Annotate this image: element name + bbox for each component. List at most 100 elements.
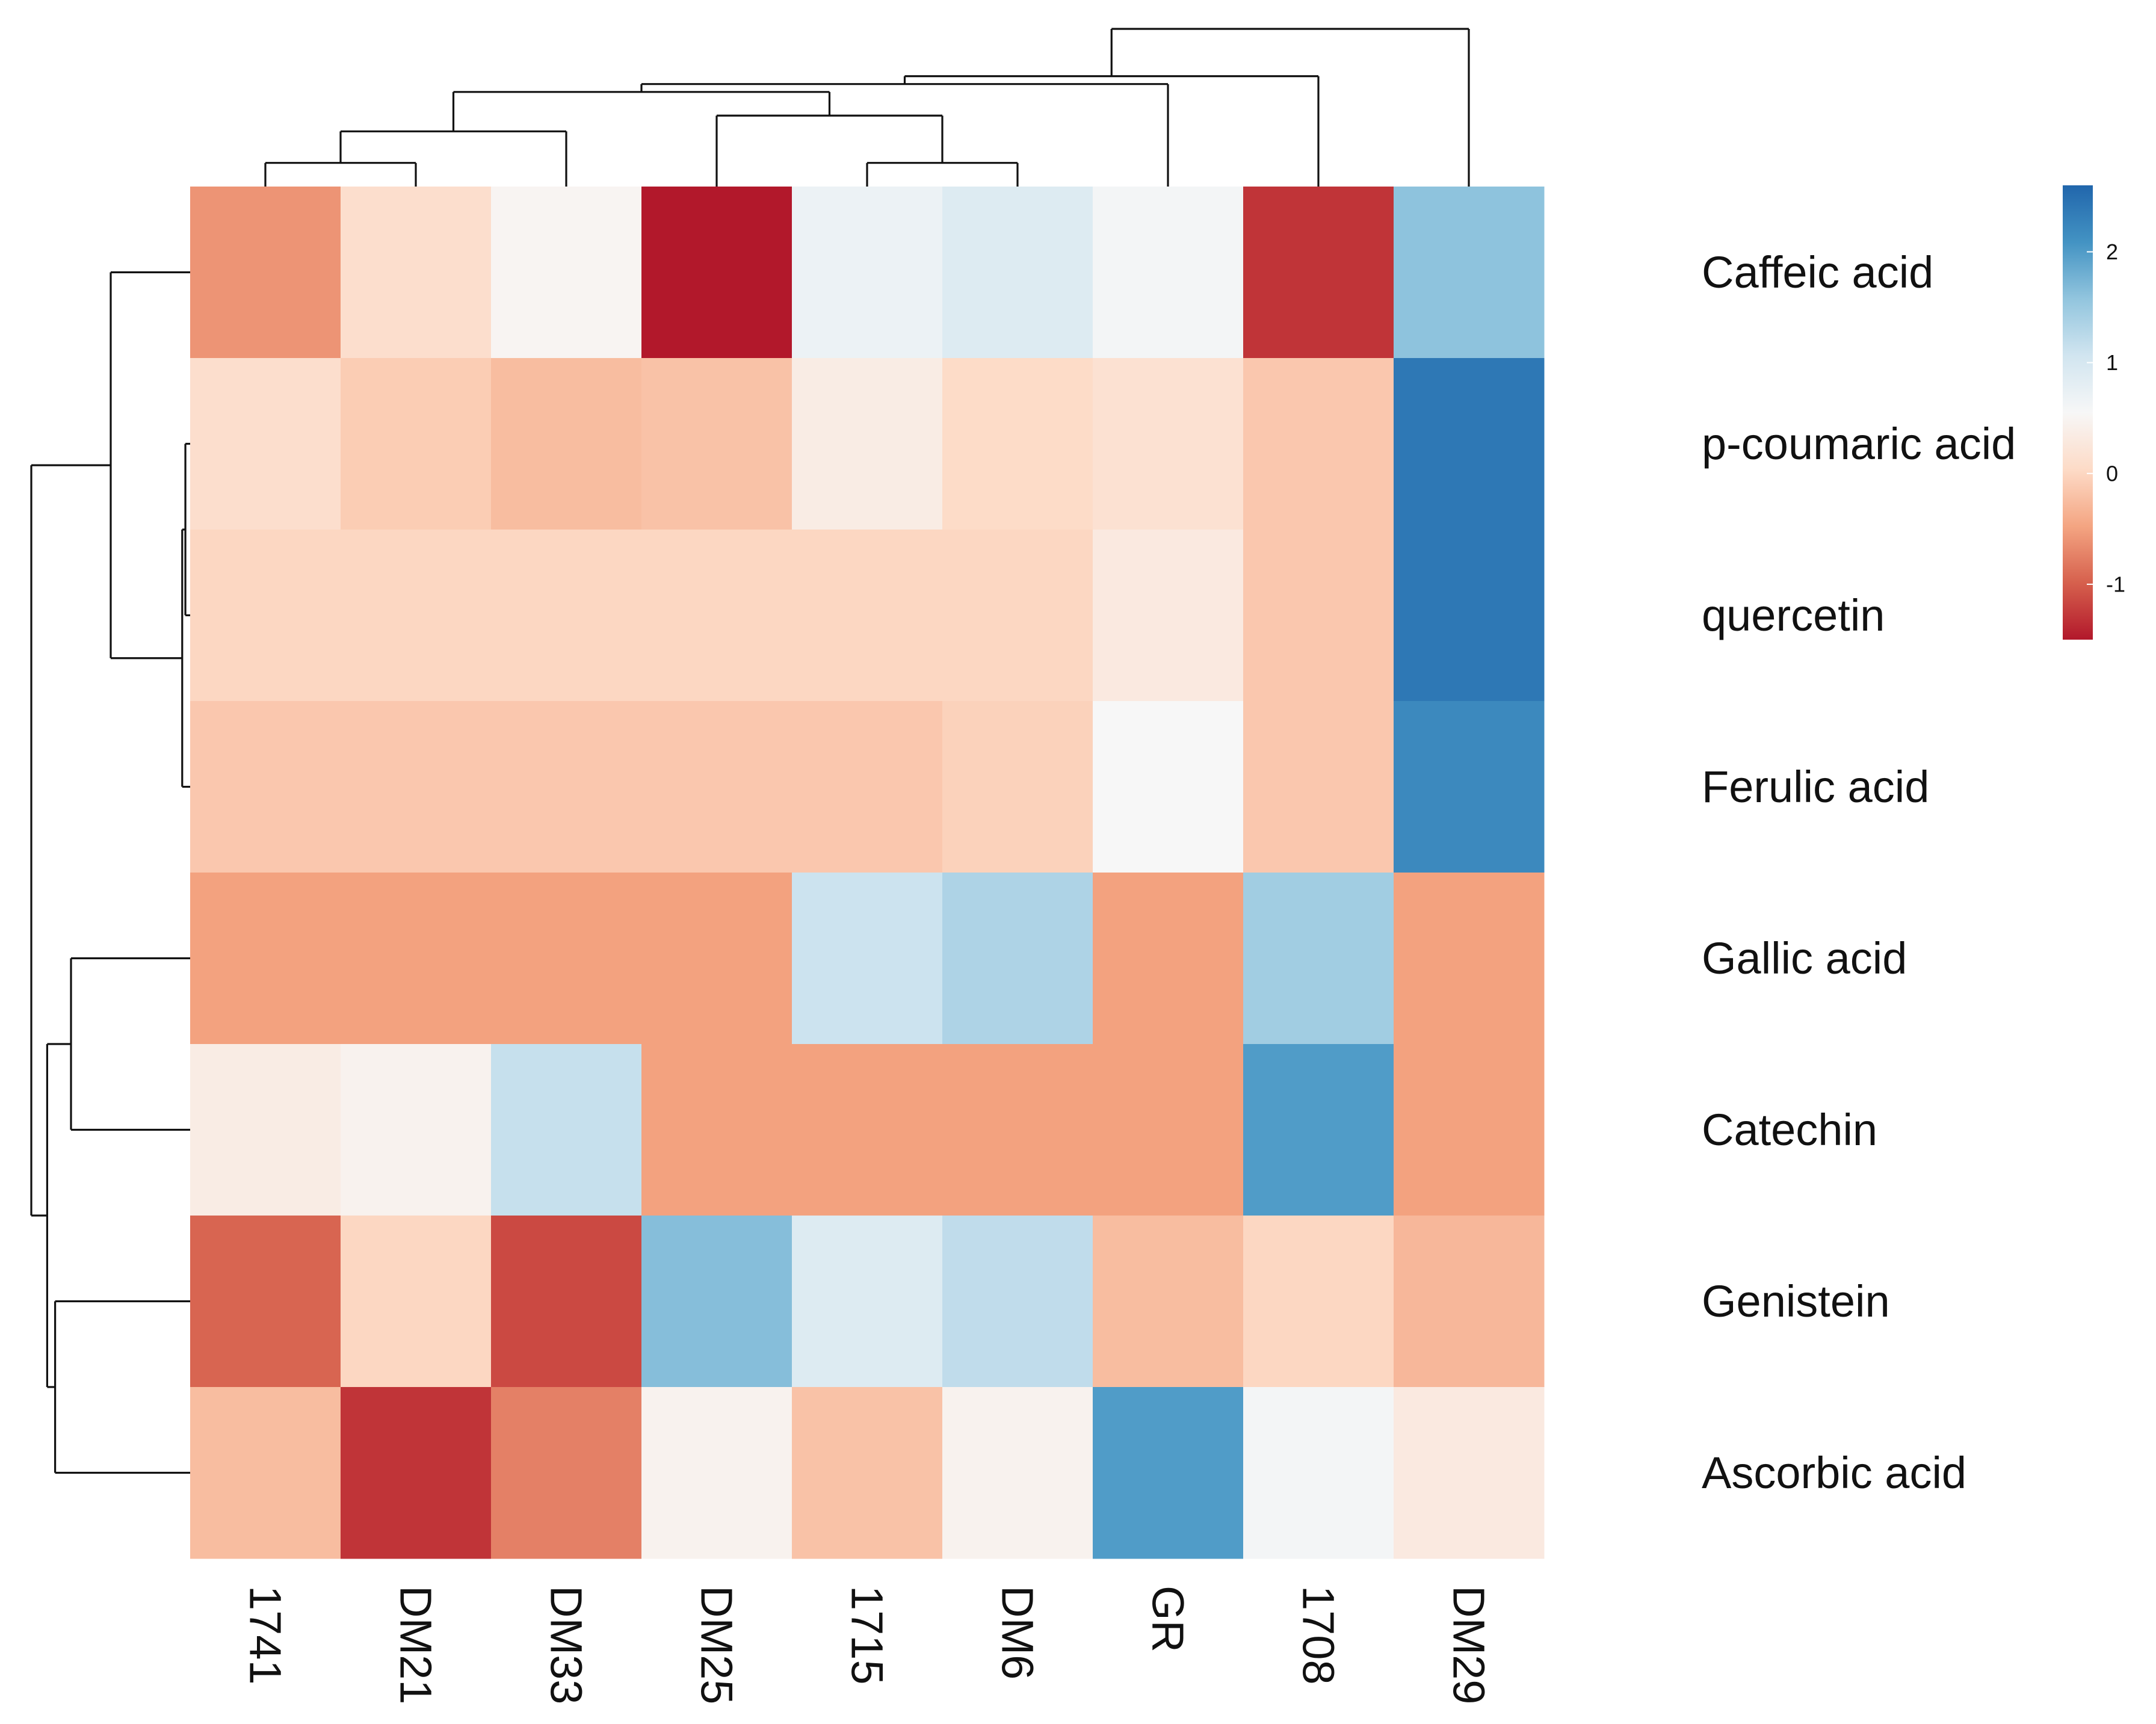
heatmap-cell-catechin-dm25 xyxy=(641,1044,792,1216)
heatmap-cell-ascorbic-acid-dm21 xyxy=(341,1387,492,1559)
heatmap-cell-gallic-acid-dm33 xyxy=(491,873,642,1045)
heatmap-cell-ferulic-acid-dm29 xyxy=(1394,701,1545,873)
color-legend-bar xyxy=(2063,185,2093,640)
heatmap-cell-genistein-gr xyxy=(1093,1216,1244,1388)
legend-tick-label: -1 xyxy=(2106,572,2125,596)
heatmap-cell-caffeic-acid-dm25 xyxy=(641,187,792,359)
heatmap-cell-p-coumaric-acid-1715 xyxy=(792,358,943,530)
column-labels: 1741 DM21 DM33 DM25 1715 DM6 GR 1708 DM29 xyxy=(241,1586,1494,1704)
heatmap-cell-ferulic-acid-1741 xyxy=(190,701,341,873)
heatmap-cell-gallic-acid-dm21 xyxy=(341,873,492,1045)
heatmap-cell-p-coumaric-acid-1708 xyxy=(1243,358,1394,530)
row-labels: Caffeic acid p-coumaric acid quercetin Feru… xyxy=(1702,247,2016,1498)
heatmap-cell-catechin-1708 xyxy=(1243,1044,1394,1216)
heatmap-cell-genistein-dm6 xyxy=(942,1216,1093,1388)
row-label: p-coumaric acid xyxy=(1702,419,2016,469)
heatmap-cell-catechin-1741 xyxy=(190,1044,341,1216)
heatmap-cell-quercetin-dm29 xyxy=(1394,530,1545,702)
heatmap-cell-ferulic-acid-dm21 xyxy=(341,701,492,873)
heatmap-cell-ascorbic-acid-1715 xyxy=(792,1387,943,1559)
heatmap-cell-gallic-acid-1741 xyxy=(190,873,341,1045)
row-label: Ascorbic acid xyxy=(1702,1448,1966,1498)
heatmap-cell-genistein-dm25 xyxy=(641,1216,792,1388)
row-label: Catechin xyxy=(1702,1105,1877,1155)
heatmap-cell-catechin-gr xyxy=(1093,1044,1244,1216)
heatmap-cell-gallic-acid-gr xyxy=(1093,873,1244,1045)
heatmap-cell-caffeic-acid-dm33 xyxy=(491,187,642,359)
heatmap-cell-catechin-dm29 xyxy=(1394,1044,1545,1216)
heatmap-cell-genistein-1715 xyxy=(792,1216,943,1388)
legend-tick-label: 0 xyxy=(2106,461,2118,486)
heatmap-cell-ascorbic-acid-dm6 xyxy=(942,1387,1093,1559)
heatmap-cell-p-coumaric-acid-dm6 xyxy=(942,358,1093,530)
column-label: 1708 xyxy=(1294,1586,1344,1685)
row-label: Caffeic acid xyxy=(1702,247,1933,297)
color-legend: -1 0 1 2 xyxy=(2063,185,2125,640)
heatmap-cell-quercetin-dm21 xyxy=(341,530,492,702)
heatmap-cell-catechin-dm21 xyxy=(341,1044,492,1216)
heatmap-cell-p-coumaric-acid-dm25 xyxy=(641,358,792,530)
heatmap-cell-quercetin-gr xyxy=(1093,530,1244,702)
heatmap-cell-genistein-dm29 xyxy=(1394,1216,1545,1388)
column-label: DM33 xyxy=(542,1586,592,1704)
heatmap-cell-gallic-acid-dm29 xyxy=(1394,873,1545,1045)
heatmap-cell-ferulic-acid-1715 xyxy=(792,701,943,873)
heatmap-cell-caffeic-acid-1741 xyxy=(190,187,341,359)
heatmap-cell-genistein-1741 xyxy=(190,1216,341,1388)
heatmap-cell-ascorbic-acid-dm33 xyxy=(491,1387,642,1559)
heatmap-cell-genistein-dm21 xyxy=(341,1216,492,1388)
legend-tick-label: 2 xyxy=(2106,239,2118,264)
heatmap-cell-gallic-acid-dm6 xyxy=(942,873,1093,1045)
heatmap-cell-ferulic-acid-dm33 xyxy=(491,701,642,873)
heatmap-cell-catechin-1715 xyxy=(792,1044,943,1216)
heatmap-cell-caffeic-acid-gr xyxy=(1093,187,1244,359)
row-dendrogram xyxy=(30,271,190,1474)
column-label: DM6 xyxy=(993,1586,1043,1679)
column-label: DM25 xyxy=(692,1586,742,1704)
heatmap-cell-caffeic-acid-dm21 xyxy=(341,187,492,359)
heatmap-cell-caffeic-acid-dm29 xyxy=(1394,187,1545,359)
row-label: quercetin xyxy=(1702,590,1885,640)
heatmap-cell-quercetin-dm33 xyxy=(491,530,642,702)
heatmap-cell-catechin-dm33 xyxy=(491,1044,642,1216)
heatmap-cell-ferulic-acid-dm25 xyxy=(641,701,792,873)
heatmap-cell-p-coumaric-acid-dm33 xyxy=(491,358,642,530)
heatmap-cells xyxy=(190,187,1545,1559)
heatmap-cell-p-coumaric-acid-gr xyxy=(1093,358,1244,530)
heatmap-cell-ferulic-acid-1708 xyxy=(1243,701,1394,873)
heatmap-cell-quercetin-1715 xyxy=(792,530,943,702)
column-label: GR xyxy=(1143,1586,1193,1652)
heatmap-cell-caffeic-acid-dm6 xyxy=(942,187,1093,359)
column-label: 1741 xyxy=(241,1586,291,1685)
column-label: DM29 xyxy=(1444,1586,1494,1704)
heatmap-cell-ferulic-acid-dm6 xyxy=(942,701,1093,873)
heatmap-cell-quercetin-1741 xyxy=(190,530,341,702)
heatmap-cell-quercetin-dm25 xyxy=(641,530,792,702)
column-label: 1715 xyxy=(842,1586,892,1685)
heatmap-cell-genistein-1708 xyxy=(1243,1216,1394,1388)
heatmap-cell-catechin-dm6 xyxy=(942,1044,1093,1216)
heatmap-cell-gallic-acid-1708 xyxy=(1243,873,1394,1045)
heatmap-cell-quercetin-dm6 xyxy=(942,530,1093,702)
heatmap-cell-ferulic-acid-gr xyxy=(1093,701,1244,873)
heatmap-cell-ascorbic-acid-dm29 xyxy=(1394,1387,1545,1559)
heatmap-cell-quercetin-1708 xyxy=(1243,530,1394,702)
heatmap-cell-gallic-acid-1715 xyxy=(792,873,943,1045)
heatmap-cell-p-coumaric-acid-1741 xyxy=(190,358,341,530)
column-dendrogram xyxy=(264,28,1470,187)
row-label: Gallic acid xyxy=(1702,933,1907,983)
column-label: DM21 xyxy=(391,1586,441,1704)
row-label: Genistein xyxy=(1702,1276,1890,1326)
row-label: Ferulic acid xyxy=(1702,762,1929,812)
heatmap-cell-ascorbic-acid-1708 xyxy=(1243,1387,1394,1559)
heatmap-cell-caffeic-acid-1715 xyxy=(792,187,943,359)
legend-tick-label: 1 xyxy=(2106,350,2118,375)
heatmap-cell-ascorbic-acid-1741 xyxy=(190,1387,341,1559)
heatmap-cell-gallic-acid-dm25 xyxy=(641,873,792,1045)
heatmap-cell-p-coumaric-acid-dm29 xyxy=(1394,358,1545,530)
heatmap-cell-ascorbic-acid-dm25 xyxy=(641,1387,792,1559)
heatmap-cell-caffeic-acid-1708 xyxy=(1243,187,1394,359)
heatmap-cell-ascorbic-acid-gr xyxy=(1093,1387,1244,1559)
